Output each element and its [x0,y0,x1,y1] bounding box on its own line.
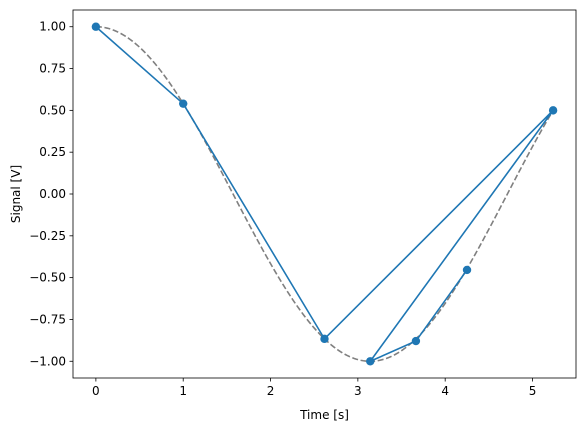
data-point [91,22,101,31]
data-point [366,357,375,366]
y-axis: 1.00 0.75 0.50 0.25 0.00 −0.25 −0.50 −0.75 −1.00 [29,20,73,368]
data-point [320,334,329,344]
x-axis-label: Time [s] [299,408,349,422]
y-axis-label: Signal [V] [9,165,23,223]
data-point [179,99,188,108]
x-tick-label: 0 [92,384,100,398]
y-tick-label: 0.75 [39,62,66,76]
y-tick-label: 1.00 [39,20,66,34]
y-tick-label: 0.25 [39,145,66,159]
y-tick-label: −0.50 [29,271,66,285]
data-point [548,106,558,115]
x-tick-label: 3 [354,384,362,398]
y-tick-label: 0.50 [39,103,66,117]
y-tick-label: −1.00 [29,354,66,368]
x-tick-label: 4 [441,384,449,398]
x-tick-label: 5 [529,384,537,398]
data-point [411,336,421,346]
plot-area [91,22,558,366]
y-tick-label: 0.00 [39,187,66,201]
x-tick-label: 1 [179,384,187,398]
x-tick-label: 2 [267,384,275,398]
y-tick-label: −0.75 [29,312,66,326]
x-axis: 0 1 2 3 4 5 [92,378,536,398]
y-tick-label: −0.25 [29,229,66,243]
data-point [462,265,472,275]
